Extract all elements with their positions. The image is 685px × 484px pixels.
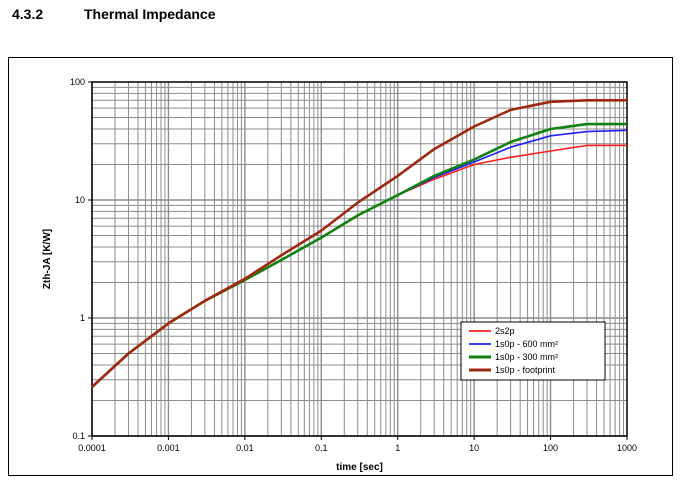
legend-label-1: 2s2p xyxy=(495,326,515,336)
x-tick-label: 1000 xyxy=(617,443,637,453)
x-tick-label: 0.1 xyxy=(315,443,328,453)
x-tick-label: 0.0001 xyxy=(78,443,106,453)
x-tick-label: 1 xyxy=(395,443,400,453)
plot-area-border xyxy=(91,81,628,437)
y-axis-title: Zth-JA [K/W] xyxy=(42,229,53,289)
y-tick-label: 0.1 xyxy=(72,431,85,441)
x-axis-title: time [sec] xyxy=(336,462,383,473)
series-line-4 xyxy=(91,99,627,388)
section-number: 4.3.2 xyxy=(12,6,44,22)
legend-label-3: 1s0p - 300 mm² xyxy=(495,352,558,362)
chart-frame xyxy=(8,57,673,476)
x-tick-label: 0.001 xyxy=(157,443,180,453)
section-title: Thermal Impedance xyxy=(84,6,216,22)
axis-ticks: 0.0001 0.001 0.01 0.1 1 10 100 1000 0.1 1 10 100 xyxy=(70,77,637,453)
x-tick-label: 100 xyxy=(543,443,558,453)
legend-label-2: 1s0p - 600 mm² xyxy=(495,339,558,349)
y-tick-label: 10 xyxy=(75,195,85,205)
grid xyxy=(91,82,627,437)
x-tick-label: 0.01 xyxy=(236,443,254,453)
y-tick-label: 1 xyxy=(80,313,85,323)
legend: 2s2p 1s0p - 600 mm² 1s0p - 300 mm² 1s0p - f… xyxy=(460,321,606,381)
x-tick-label: 10 xyxy=(469,443,479,453)
legend-label-4: 1s0p - footprint xyxy=(495,365,556,375)
series-lines xyxy=(91,99,628,388)
y-tick-label: 100 xyxy=(70,77,85,87)
section-heading: 4.3.2 Thermal Impedance xyxy=(12,6,216,22)
